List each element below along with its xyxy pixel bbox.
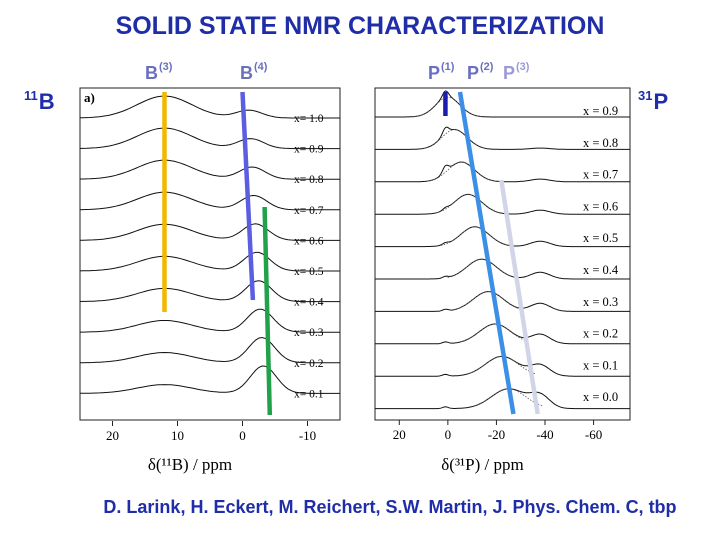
series-label: x= 0.9 <box>294 144 324 156</box>
site-label-p3: P(3) <box>503 61 530 84</box>
x-axis-label: δ(³¹P) / ppm <box>441 455 523 474</box>
panel-2-fit-component <box>467 355 536 375</box>
guide-line-p2 <box>457 91 516 415</box>
series-label: x = 0.5 <box>583 231 618 245</box>
series-label: x= 0.4 <box>294 297 324 309</box>
panel-1-spectrum <box>80 336 340 364</box>
series-label: x= 0.2 <box>294 358 324 370</box>
series-label: x = 0.0 <box>583 390 618 404</box>
x-tick-label: 20 <box>106 428 119 443</box>
nucleus-label-b11: 11B <box>24 88 55 115</box>
panel-2-frame <box>374 87 631 421</box>
panel-1-letter: a) <box>84 90 95 105</box>
panel-1-spectrum <box>80 308 340 333</box>
panel-1-spectrum <box>79 191 340 211</box>
series-label: x= 0.3 <box>294 327 324 339</box>
nucleus-p31-symbol: P <box>653 89 669 114</box>
x-axis-label: δ(¹¹B) / ppm <box>148 455 232 474</box>
site-label-b3-sup: (3) <box>159 61 173 73</box>
panel-1-spectrum <box>80 159 340 180</box>
site-label-p2-base: P <box>467 63 480 83</box>
series-label: x = 0.8 <box>583 136 618 150</box>
panel-2-spectrum <box>375 388 630 410</box>
x-tick-label: 0 <box>445 427 452 442</box>
series-label: x = 0.1 <box>583 358 618 372</box>
x-tick-label: -40 <box>536 427 553 442</box>
site-label-b3-base: B <box>145 63 158 83</box>
series-label: x = 0.6 <box>583 199 618 213</box>
panel-2-fit-component <box>454 291 523 311</box>
site-label-p2-sup: (2) <box>480 61 494 73</box>
site-label-p1-base: P <box>428 63 441 83</box>
x-tick-label: -20 <box>488 427 505 442</box>
panel-1-spectrum <box>80 127 340 150</box>
guide-line-p3 <box>499 179 540 415</box>
panel-2-fit-component <box>440 226 509 246</box>
panel-2-fit-component <box>460 323 530 343</box>
x-tick-label: 0 <box>239 428 246 443</box>
panel-2-fit-component <box>474 388 543 407</box>
nucleus-p31-mass: 31 <box>638 88 653 103</box>
panel-2-fit-component <box>427 161 496 182</box>
panel-2-fit-component <box>420 129 489 150</box>
nucleus-b11-mass: 11 <box>24 88 38 103</box>
series-label: x = 0.3 <box>583 295 618 309</box>
site-label-p1-sup: (1) <box>441 61 455 73</box>
panel-1-spectrum <box>79 223 340 241</box>
x-tick-label: -60 <box>585 427 602 442</box>
site-label-b4-sup: (4) <box>254 61 268 73</box>
series-label: x= 0.6 <box>294 235 324 247</box>
guide-line-b4 <box>240 91 256 301</box>
panel-1-spectrum <box>79 280 340 303</box>
x-tick-label: -10 <box>299 428 316 443</box>
series-label: x= 0.5 <box>294 266 324 278</box>
panel-2-fit-component <box>434 193 503 214</box>
panel-1-frame <box>79 87 341 421</box>
panel-2-spectrum <box>375 193 630 215</box>
panel-1-spectrum <box>80 365 340 394</box>
panel-1-spectrum <box>79 95 340 119</box>
x-tick-label: 10 <box>171 428 184 443</box>
site-label-b3: B(3) <box>145 61 173 84</box>
citation: D. Larink, H. Eckert, M. Reichert, S.W. … <box>103 497 677 517</box>
site-label-p3-base: P <box>503 63 516 83</box>
guide-line-b4 <box>262 206 273 416</box>
series-label: x= 0.1 <box>294 388 324 400</box>
series-label: x = 0.2 <box>583 327 618 341</box>
nucleus-label-p31: 31P <box>638 88 669 115</box>
panel-1-spectrum <box>79 251 340 272</box>
series-label: x= 0.7 <box>294 205 324 217</box>
panel-2-spectrum <box>375 323 630 345</box>
site-label-p3-sup: (3) <box>516 61 530 73</box>
series-label: x = 0.9 <box>583 104 618 118</box>
panel-2-spectrum <box>375 126 630 150</box>
panel-2-fit-component <box>413 96 482 117</box>
x-tick-label: 20 <box>393 427 406 442</box>
site-label-p2: P(2) <box>467 61 494 84</box>
site-label-b4: B(4) <box>240 61 268 84</box>
series-label: x= 1.0 <box>294 113 324 125</box>
slide-title: SOLID STATE NMR CHARACTERIZATION <box>115 12 605 40</box>
series-label: x= 0.8 <box>294 174 324 186</box>
panel-2-fit-component <box>447 258 516 278</box>
series-label: x = 0.7 <box>583 168 618 182</box>
site-label-p1: P(1) <box>428 61 455 84</box>
series-label: x = 0.4 <box>583 263 619 277</box>
nucleus-b11-symbol: B <box>38 89 55 114</box>
site-label-b4-base: B <box>240 63 253 83</box>
